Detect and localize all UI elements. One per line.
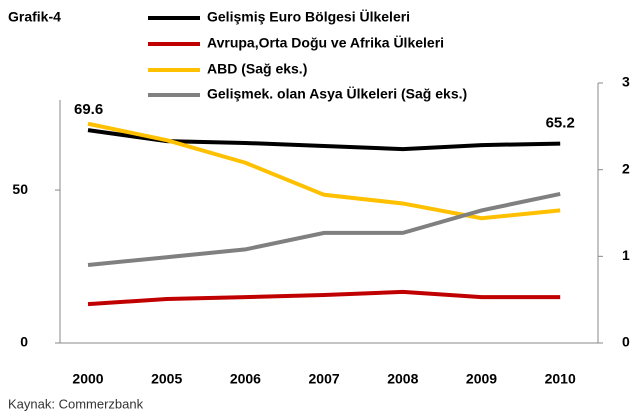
y2-tick-label: 3 — [622, 74, 630, 90]
series-line — [87, 121, 561, 221]
series-line — [87, 191, 561, 267]
source: Kaynak: Commerzbank — [8, 396, 144, 411]
x-tick-label: 2000 — [72, 371, 103, 387]
legend-label: Gelişmiş Euro Bölgesi Ülkeleri — [207, 9, 410, 25]
y-tick-label: 50 — [12, 181, 28, 197]
legend-label: Avrupa,Orta Doğu ve Afrika Ülkeleri — [207, 35, 444, 51]
legend-label: Gelişmek. olan Asya Ülkeleri (Sağ eks.) — [207, 86, 467, 102]
x-tick-label: 2010 — [545, 371, 576, 387]
y2-tick-label: 1 — [622, 247, 630, 263]
y2-tick-label: 2 — [622, 160, 630, 176]
x-tick-label: 2007 — [309, 371, 340, 387]
series-line — [87, 289, 561, 307]
data-label: 69.6 — [74, 101, 103, 118]
x-tick-label: 2005 — [151, 371, 182, 387]
x-tick-label: 2006 — [230, 371, 261, 387]
x-tick-label: 2008 — [387, 371, 418, 387]
y2-tick-label: 0 — [622, 334, 630, 350]
y-tick-label: 0 — [20, 334, 28, 350]
data-label: 65.2 — [546, 115, 575, 132]
chart-title: Grafik-4 — [8, 9, 61, 25]
legend-label: ABD (Sağ eks.) — [207, 61, 307, 77]
x-tick-label: 2009 — [466, 371, 497, 387]
